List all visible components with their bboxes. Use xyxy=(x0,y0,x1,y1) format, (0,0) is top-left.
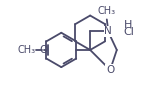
Text: N: N xyxy=(104,26,112,36)
Text: CH₃: CH₃ xyxy=(98,6,116,16)
Text: H: H xyxy=(124,20,132,30)
Text: O: O xyxy=(106,65,114,75)
Text: Cl: Cl xyxy=(124,27,134,37)
Text: CH₃: CH₃ xyxy=(18,45,36,55)
Text: O: O xyxy=(40,45,48,55)
